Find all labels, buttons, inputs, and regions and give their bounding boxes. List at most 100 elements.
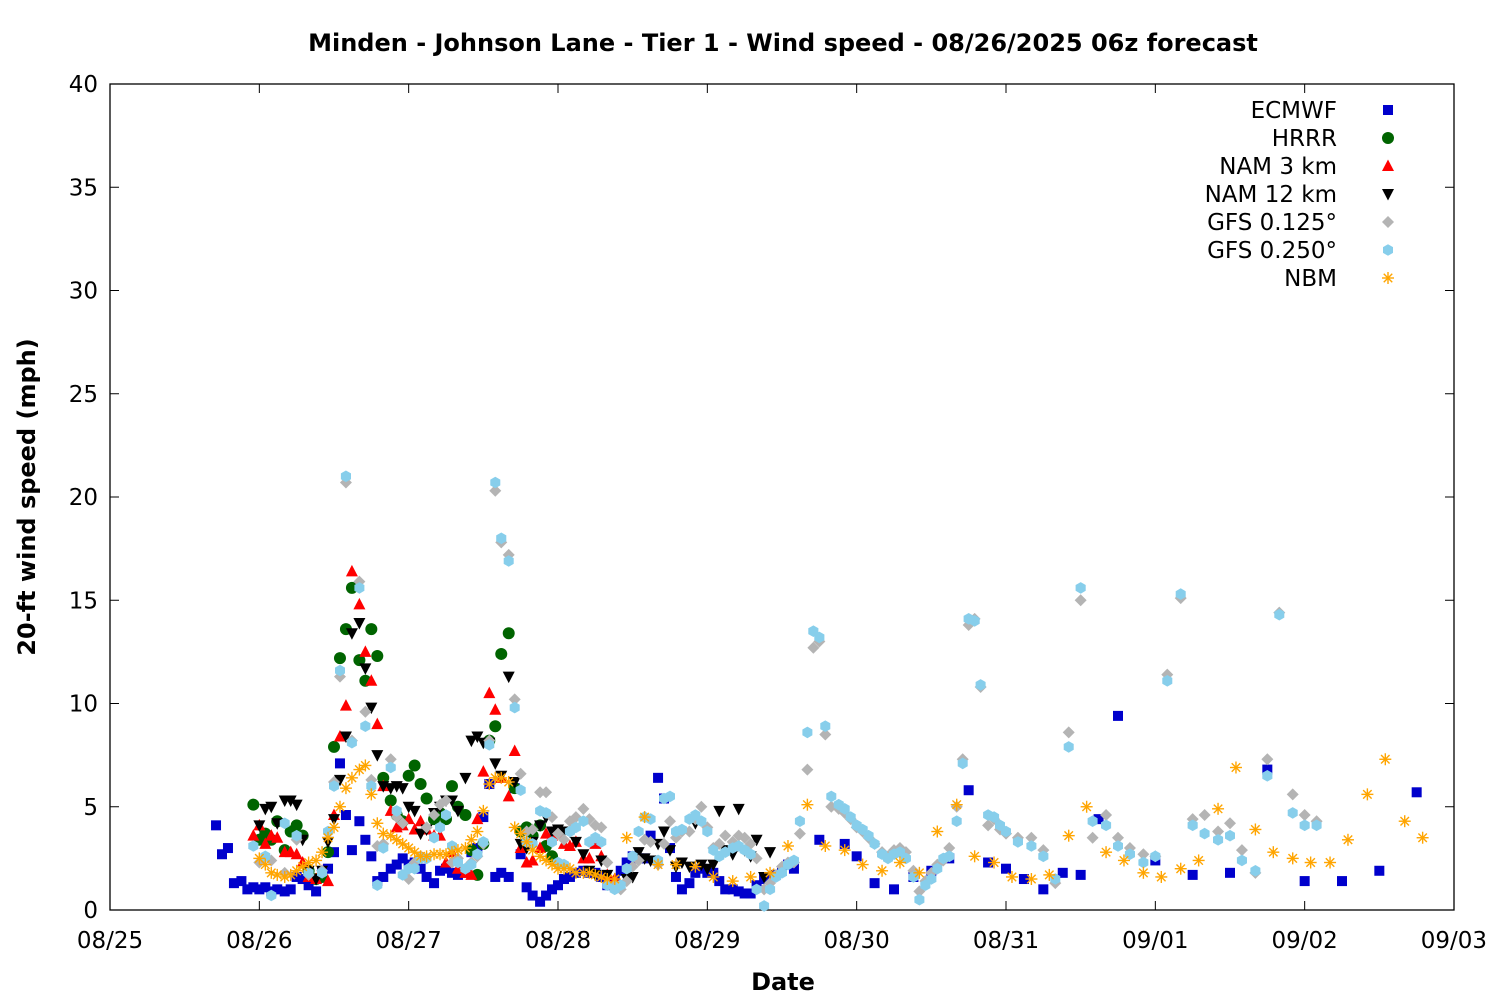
data-point (502, 789, 515, 802)
data-point (1112, 831, 1124, 844)
data-point (719, 829, 732, 842)
data-point (1005, 870, 1018, 883)
data-point (509, 701, 520, 714)
data-point (744, 870, 757, 883)
data-point (1100, 809, 1113, 822)
data-point (322, 874, 335, 887)
data-point (690, 867, 701, 878)
data-point (620, 831, 633, 844)
data-point (365, 702, 378, 715)
series-gfs-0-250 (248, 470, 1322, 912)
data-point (820, 720, 831, 732)
data-point (1398, 815, 1411, 828)
data-point (290, 819, 303, 832)
data-point (745, 848, 756, 860)
data-point (1057, 867, 1068, 878)
data-point (396, 783, 409, 795)
data-point (360, 834, 371, 845)
data-point (271, 831, 284, 843)
data-point (415, 863, 426, 874)
y-tick-label: 0 (83, 898, 98, 924)
data-point (484, 739, 495, 751)
axis-ticks: 0 5 10 15 20 25 30 35 40 08/25 08/26 08/27 08/28 08/2… (69, 72, 1487, 954)
data-point (838, 844, 851, 857)
data-point (1262, 764, 1273, 775)
data-point (310, 854, 323, 867)
data-point (346, 736, 357, 749)
data-point (583, 851, 596, 864)
data-point (943, 842, 956, 855)
data-point (302, 856, 315, 869)
data-point (1287, 807, 1298, 819)
data-point (814, 631, 825, 644)
data-point (696, 815, 707, 827)
data-point (893, 856, 906, 869)
data-point (340, 470, 351, 483)
data-point (541, 807, 552, 819)
y-tick-label: 30 (69, 279, 98, 305)
data-point (527, 890, 538, 901)
data-point (465, 833, 478, 846)
data-point (285, 884, 296, 895)
y-tick-label: 35 (69, 175, 98, 201)
data-point (1101, 819, 1112, 832)
data-point (968, 850, 981, 863)
data-point (334, 758, 345, 769)
data-point (1174, 862, 1187, 875)
data-point (489, 484, 502, 497)
data-point (471, 825, 484, 838)
data-point (665, 790, 675, 803)
data-point (514, 767, 527, 780)
data-point (329, 780, 339, 792)
legend-marker (1382, 159, 1394, 171)
y-axis-label: 20-ft wind speed (mph) (13, 338, 41, 655)
data-point (759, 900, 770, 912)
data-point (1199, 827, 1210, 840)
x-axis-label: Date (751, 968, 815, 996)
data-point (819, 728, 832, 741)
data-point (279, 817, 290, 830)
data-point (421, 871, 432, 882)
data-point (765, 883, 776, 896)
data-point (653, 772, 664, 783)
data-point (1026, 840, 1037, 852)
data-point (552, 827, 564, 840)
data-point (644, 835, 657, 848)
data-point (366, 851, 377, 862)
data-point (863, 829, 874, 842)
data-point (259, 858, 272, 871)
data-point (414, 778, 427, 791)
data-point (311, 886, 322, 897)
data-point (1086, 831, 1099, 844)
data-point (876, 864, 889, 877)
data-point (217, 849, 227, 860)
data-point (1080, 800, 1093, 813)
data-point (720, 884, 731, 895)
data-point (236, 876, 247, 887)
data-point (297, 874, 308, 885)
data-point (1374, 865, 1385, 876)
data-point (372, 879, 383, 891)
data-point (1063, 741, 1074, 753)
x-tick-label: 08/26 (226, 928, 292, 954)
data-point (515, 784, 526, 796)
data-point (702, 825, 713, 838)
data-point (632, 847, 645, 859)
data-point (764, 866, 777, 879)
data-point (707, 870, 720, 883)
data-point (1001, 825, 1011, 838)
data-point (408, 759, 421, 772)
data-point (553, 880, 563, 891)
data-point (477, 804, 490, 817)
data-point (851, 851, 862, 862)
data-point (466, 858, 477, 871)
data-point (260, 882, 271, 893)
data-point (253, 820, 266, 832)
data-point (359, 705, 372, 718)
data-point (478, 836, 489, 848)
data-point (1212, 802, 1225, 815)
data-point (652, 858, 665, 871)
data-point (440, 794, 452, 807)
data-point (608, 873, 621, 886)
data-point (845, 811, 856, 823)
